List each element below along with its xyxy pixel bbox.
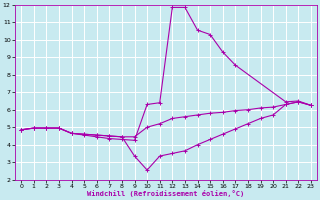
X-axis label: Windchill (Refroidissement éolien,°C): Windchill (Refroidissement éolien,°C) xyxy=(87,190,245,197)
